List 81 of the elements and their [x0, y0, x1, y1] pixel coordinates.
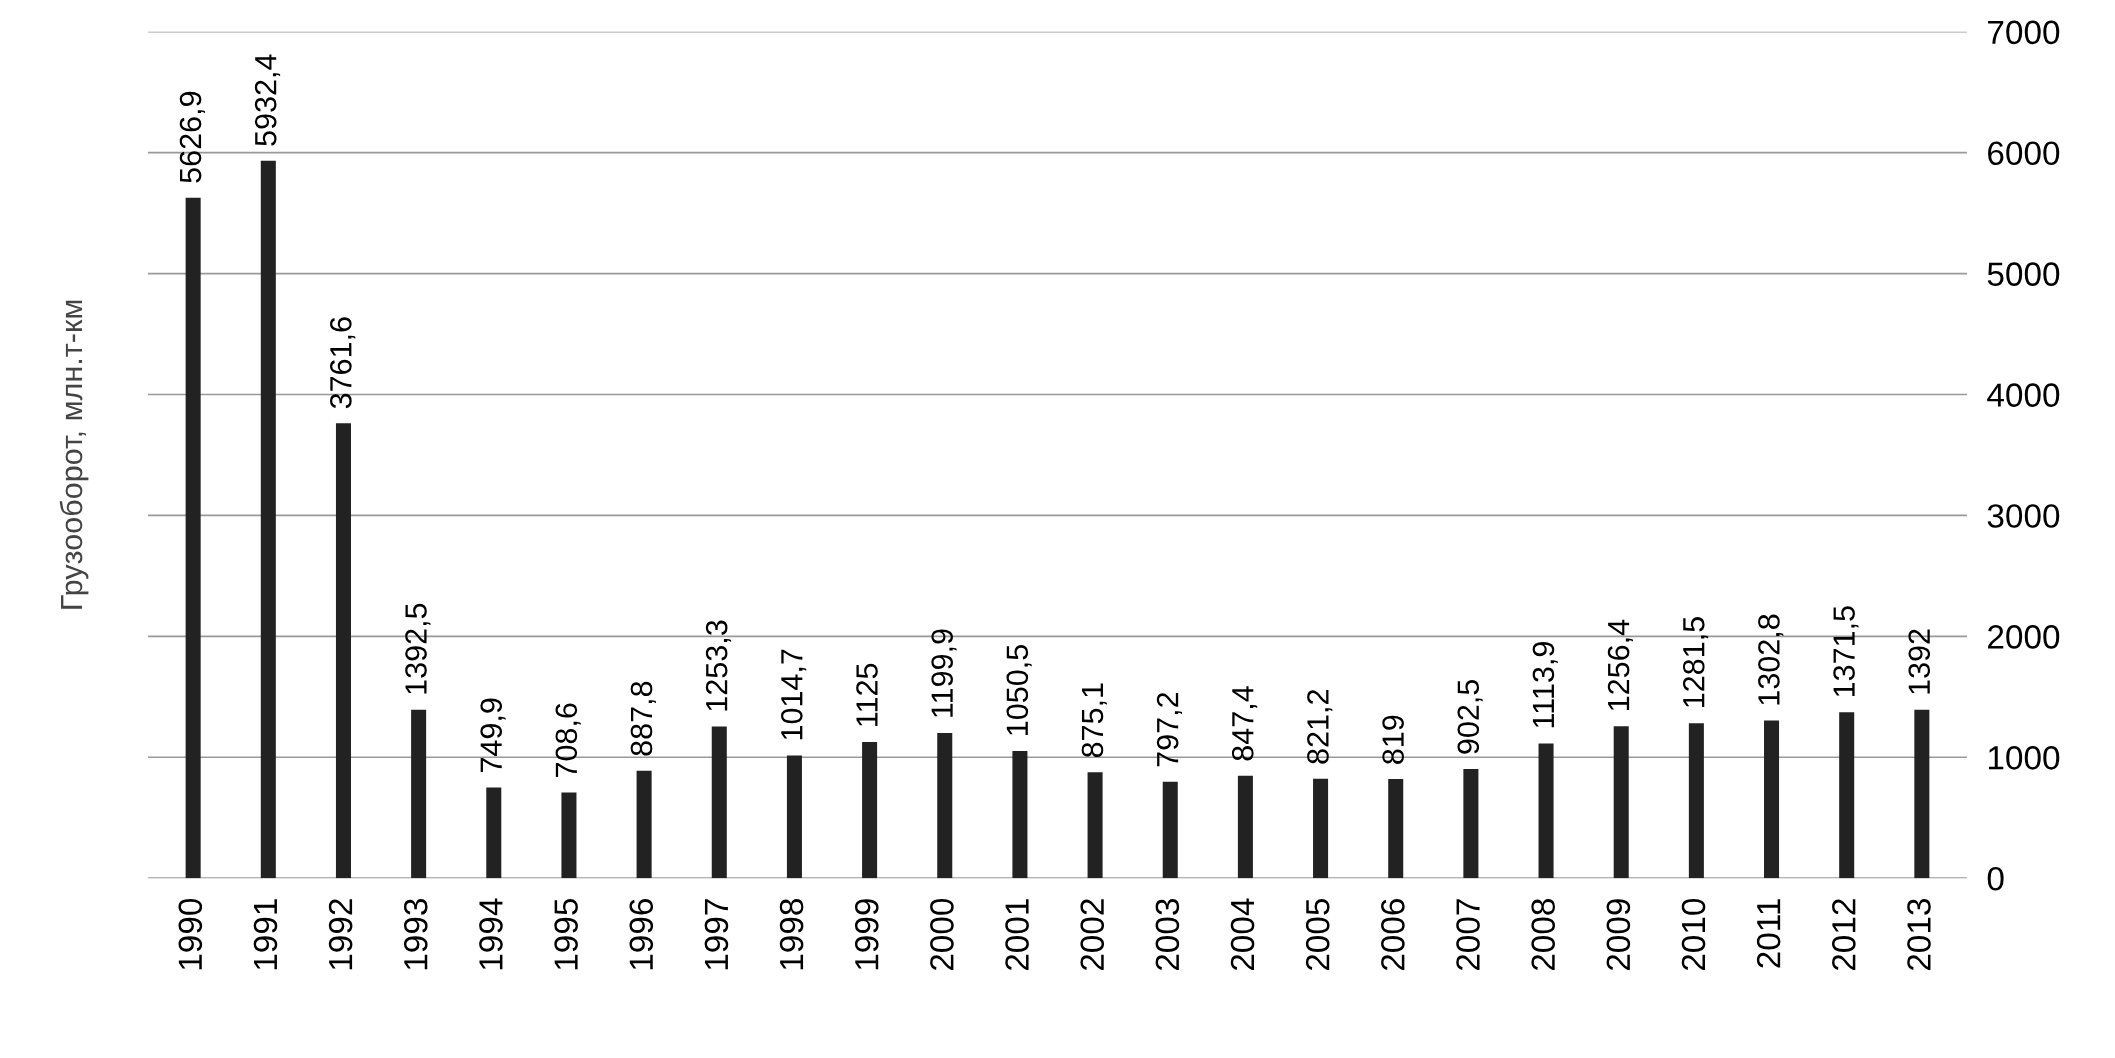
data-label: 1256,4 — [1607, 619, 1634, 710]
bar — [1012, 751, 1028, 879]
bar — [1688, 723, 1704, 879]
bar — [636, 770, 652, 879]
x-tick-label: 1993 — [403, 899, 428, 970]
data-label: 1014,7 — [781, 649, 807, 740]
x-tick-label: 2007 — [1456, 899, 1480, 971]
y-tick-label: 7000 — [1988, 20, 2060, 45]
bar — [1914, 709, 1930, 879]
bar — [561, 792, 577, 879]
y-axis-title: Грузооборот, млн.т-км — [59, 300, 89, 609]
bar — [1237, 775, 1253, 879]
y-tick-label: 1000 — [1988, 746, 2060, 770]
data-label: 1371,5 — [1833, 606, 1859, 697]
x-tick-label: 1995 — [554, 898, 578, 970]
bar — [1538, 743, 1554, 879]
bar — [486, 787, 502, 879]
x-tick-label: 2006 — [1381, 899, 1405, 971]
x-tick-label: 2000 — [930, 898, 954, 971]
data-label: 1113,9 — [1532, 642, 1558, 728]
data-label: 1392,5 — [405, 603, 431, 694]
bar — [260, 160, 276, 879]
data-label: 797,2 — [1156, 692, 1183, 767]
y-tick-label: 5000 — [1987, 262, 2060, 286]
bar — [1313, 778, 1329, 879]
x-tick-label: 1998 — [779, 899, 804, 970]
y-tick-label: 6000 — [1988, 141, 2060, 166]
x-tick-label: 2008 — [1531, 899, 1555, 971]
x-tick-label: 2005 — [1305, 898, 1330, 971]
data-label: 1392 — [1908, 629, 1931, 694]
bar — [1388, 779, 1404, 879]
bar — [1613, 726, 1629, 879]
x-tick-label: 2003 — [1155, 899, 1180, 971]
x-tick-label: 1999 — [854, 899, 879, 970]
bar — [185, 197, 201, 879]
data-label: 875,1 — [1081, 683, 1107, 758]
data-label: 887,8 — [630, 681, 656, 756]
y-tick-label: 2000 — [1988, 625, 2060, 649]
y-tick-label: 3000 — [1987, 504, 2060, 528]
x-tick-label: 2002 — [1080, 899, 1105, 971]
data-label: 1125 — [856, 663, 878, 726]
data-label: 819 — [1382, 715, 1404, 764]
data-label: 708,6 — [555, 703, 581, 778]
data-label: 5932,4 — [254, 54, 281, 146]
x-tick-label: 1991 — [253, 899, 278, 970]
bar — [335, 423, 351, 879]
data-label: 749,9 — [480, 698, 506, 773]
bar — [1087, 772, 1103, 879]
x-tick-label: 2001 — [1005, 899, 1029, 971]
bar — [1463, 769, 1479, 879]
data-label: 1199,9 — [931, 629, 957, 717]
x-tick-label: 2013 — [1907, 899, 1931, 971]
data-label: 1302,8 — [1758, 614, 1784, 705]
bar — [1764, 720, 1780, 879]
bar — [411, 709, 427, 879]
bar — [1162, 781, 1178, 879]
bar — [711, 726, 727, 879]
data-label: 821,2 — [1307, 690, 1333, 764]
x-tick-label: 2012 — [1832, 899, 1856, 971]
y-tick-label: 4000 — [1987, 383, 2060, 407]
bar — [1839, 712, 1855, 879]
x-tick-label: 1990 — [178, 898, 203, 970]
x-tick-label: 2004 — [1230, 898, 1255, 971]
data-label: 3761,6 — [330, 317, 356, 409]
data-label: 5626,9 — [179, 91, 205, 183]
x-tick-label: 2011 — [1756, 899, 1781, 968]
x-tick-label: 2010 — [1681, 898, 1706, 971]
x-tick-label: 1994 — [479, 898, 503, 970]
bar — [862, 742, 878, 879]
x-tick-label: 2009 — [1606, 899, 1631, 971]
x-tick-label: 1992 — [328, 899, 353, 970]
data-label: 847,4 — [1231, 686, 1258, 761]
bar — [937, 733, 953, 879]
data-label: 1050,5 — [1006, 645, 1032, 735]
data-label: 1281,5 — [1682, 617, 1709, 707]
x-tick-label: 1997 — [704, 899, 729, 970]
x-tick-label: 1996 — [629, 899, 654, 970]
data-label: 1253,3 — [705, 620, 732, 711]
data-label: 902,5 — [1457, 679, 1483, 754]
y-tick-label: 0 — [1987, 866, 2004, 891]
bar — [786, 755, 802, 879]
